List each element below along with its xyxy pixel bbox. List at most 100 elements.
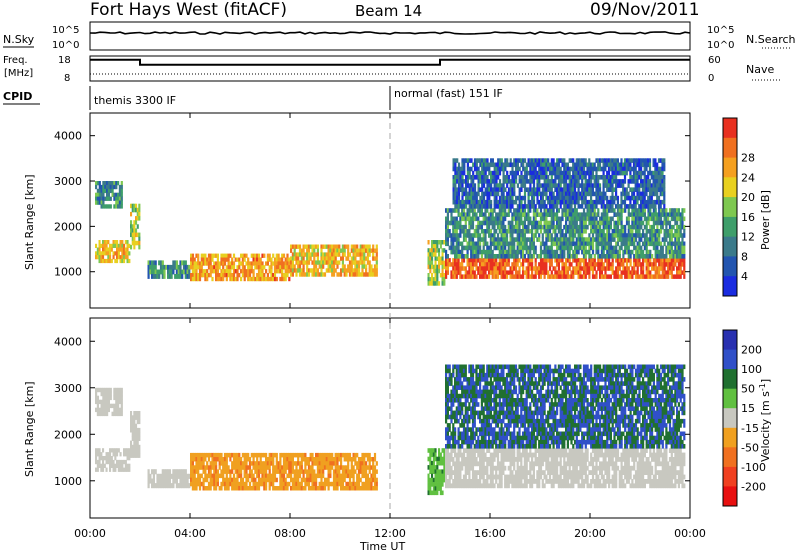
echo-cell <box>563 195 566 201</box>
echo-cell <box>670 224 673 230</box>
echo-cell <box>548 233 552 238</box>
echo-cell <box>547 195 550 201</box>
echo-cell <box>452 258 455 263</box>
echo-cell <box>466 195 469 201</box>
echo-cell <box>502 262 505 267</box>
echo-cell <box>679 266 682 271</box>
echo-cell <box>461 224 464 230</box>
echo-cell <box>243 457 246 462</box>
echo-cell <box>545 262 548 267</box>
echo-cell <box>167 269 170 275</box>
echo-cell <box>600 212 603 217</box>
echo-cell <box>96 395 99 401</box>
echo-cell <box>679 262 682 267</box>
echo-cell <box>270 477 273 483</box>
echo-cell <box>600 204 603 209</box>
echo-cell <box>566 266 569 271</box>
echo-cell <box>350 244 353 249</box>
echo-cell <box>445 249 448 255</box>
echo-cell <box>295 272 298 277</box>
echo-cell <box>532 204 536 209</box>
echo-cell <box>638 220 641 226</box>
echo-cell <box>332 248 336 253</box>
echo-cell <box>683 262 686 267</box>
echo-cell <box>170 274 173 279</box>
echo-cell <box>645 241 648 247</box>
echo-cell <box>209 265 212 270</box>
echo-cell <box>548 179 552 184</box>
echo-cell <box>241 481 244 487</box>
echo-cell <box>106 184 109 190</box>
echo-cell <box>323 272 327 277</box>
echo-cell <box>590 166 593 172</box>
echo-cell <box>615 175 618 180</box>
echo-cell <box>151 469 154 475</box>
echo-cell <box>525 179 528 184</box>
echo-cell <box>566 183 569 188</box>
echo-cell <box>665 254 668 259</box>
echo-cell <box>575 258 578 263</box>
echo-cell <box>195 469 198 474</box>
echo-cell <box>209 486 212 491</box>
echo-cell <box>131 240 134 246</box>
echo-cell <box>259 461 262 466</box>
echo-cell <box>507 175 511 180</box>
echo-cell <box>215 477 218 483</box>
echo-cell <box>624 233 627 238</box>
echo-cell <box>347 268 350 273</box>
echo-cell <box>615 233 618 238</box>
echo-cell <box>311 248 314 253</box>
echo-cell <box>179 264 182 270</box>
echo-cell <box>575 199 578 205</box>
echo-cell <box>584 162 587 168</box>
echo-cell <box>117 181 120 186</box>
echo-cell <box>482 158 486 163</box>
echo-cell <box>268 461 271 466</box>
echo-cell <box>625 191 628 197</box>
echo-cell <box>432 240 435 245</box>
echo-cell <box>491 249 494 255</box>
echo-cell <box>115 391 118 397</box>
echo-cell <box>581 229 584 234</box>
echo-cell <box>490 179 493 184</box>
echo-cell <box>465 175 468 180</box>
echo-cell <box>548 170 552 176</box>
echo-cell <box>552 166 555 172</box>
echo-cell <box>311 486 314 491</box>
echo-cell <box>313 477 316 483</box>
echo-cell <box>531 229 534 234</box>
echo-cell <box>236 469 239 474</box>
echo-cell <box>520 158 523 163</box>
echo-cell <box>107 240 110 245</box>
echo-cell <box>568 229 571 234</box>
echo-cell <box>667 245 670 251</box>
echo-cell <box>568 195 571 201</box>
echo-cell <box>462 266 466 271</box>
echo-cell <box>506 175 509 180</box>
echo-cell <box>302 260 305 265</box>
echo-cell <box>556 237 559 242</box>
echo-cell <box>479 179 482 184</box>
echo-cell <box>136 432 139 437</box>
echo-cell <box>568 237 571 242</box>
echo-cell <box>656 220 659 226</box>
echo-cell <box>190 461 193 466</box>
echo-cell <box>581 166 584 172</box>
echo-cell <box>649 270 652 275</box>
echo-cell <box>118 200 121 205</box>
echo-cell <box>175 473 178 479</box>
echo-cell <box>595 204 598 209</box>
echo-cell <box>338 260 341 265</box>
echo-cell <box>624 266 627 271</box>
echo-cell <box>593 216 596 222</box>
echo-cell <box>209 469 212 474</box>
echo-cell <box>170 269 173 275</box>
echo-cell <box>661 249 664 255</box>
echo-cell <box>506 191 509 197</box>
echo-cell <box>590 183 593 188</box>
echo-cell <box>186 274 189 279</box>
echo-cell <box>200 461 203 466</box>
echo-cell <box>241 253 244 258</box>
echo-cell <box>300 268 303 273</box>
echo-cell <box>479 237 482 242</box>
